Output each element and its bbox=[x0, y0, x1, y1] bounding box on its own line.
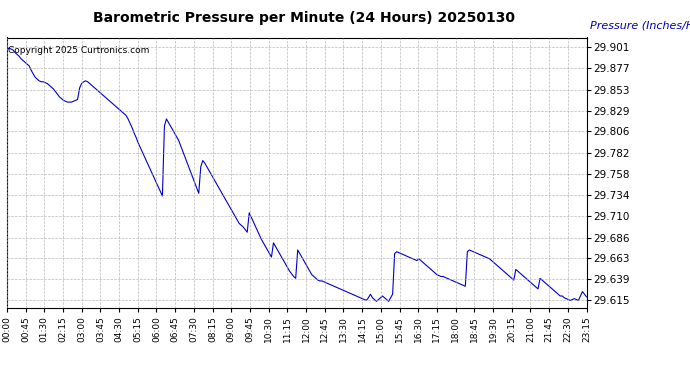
Text: Pressure (Inches/Hg): Pressure (Inches/Hg) bbox=[590, 21, 690, 31]
Text: Barometric Pressure per Minute (24 Hours) 20250130: Barometric Pressure per Minute (24 Hours… bbox=[92, 11, 515, 25]
Text: Copyright 2025 Curtronics.com: Copyright 2025 Curtronics.com bbox=[8, 46, 150, 55]
